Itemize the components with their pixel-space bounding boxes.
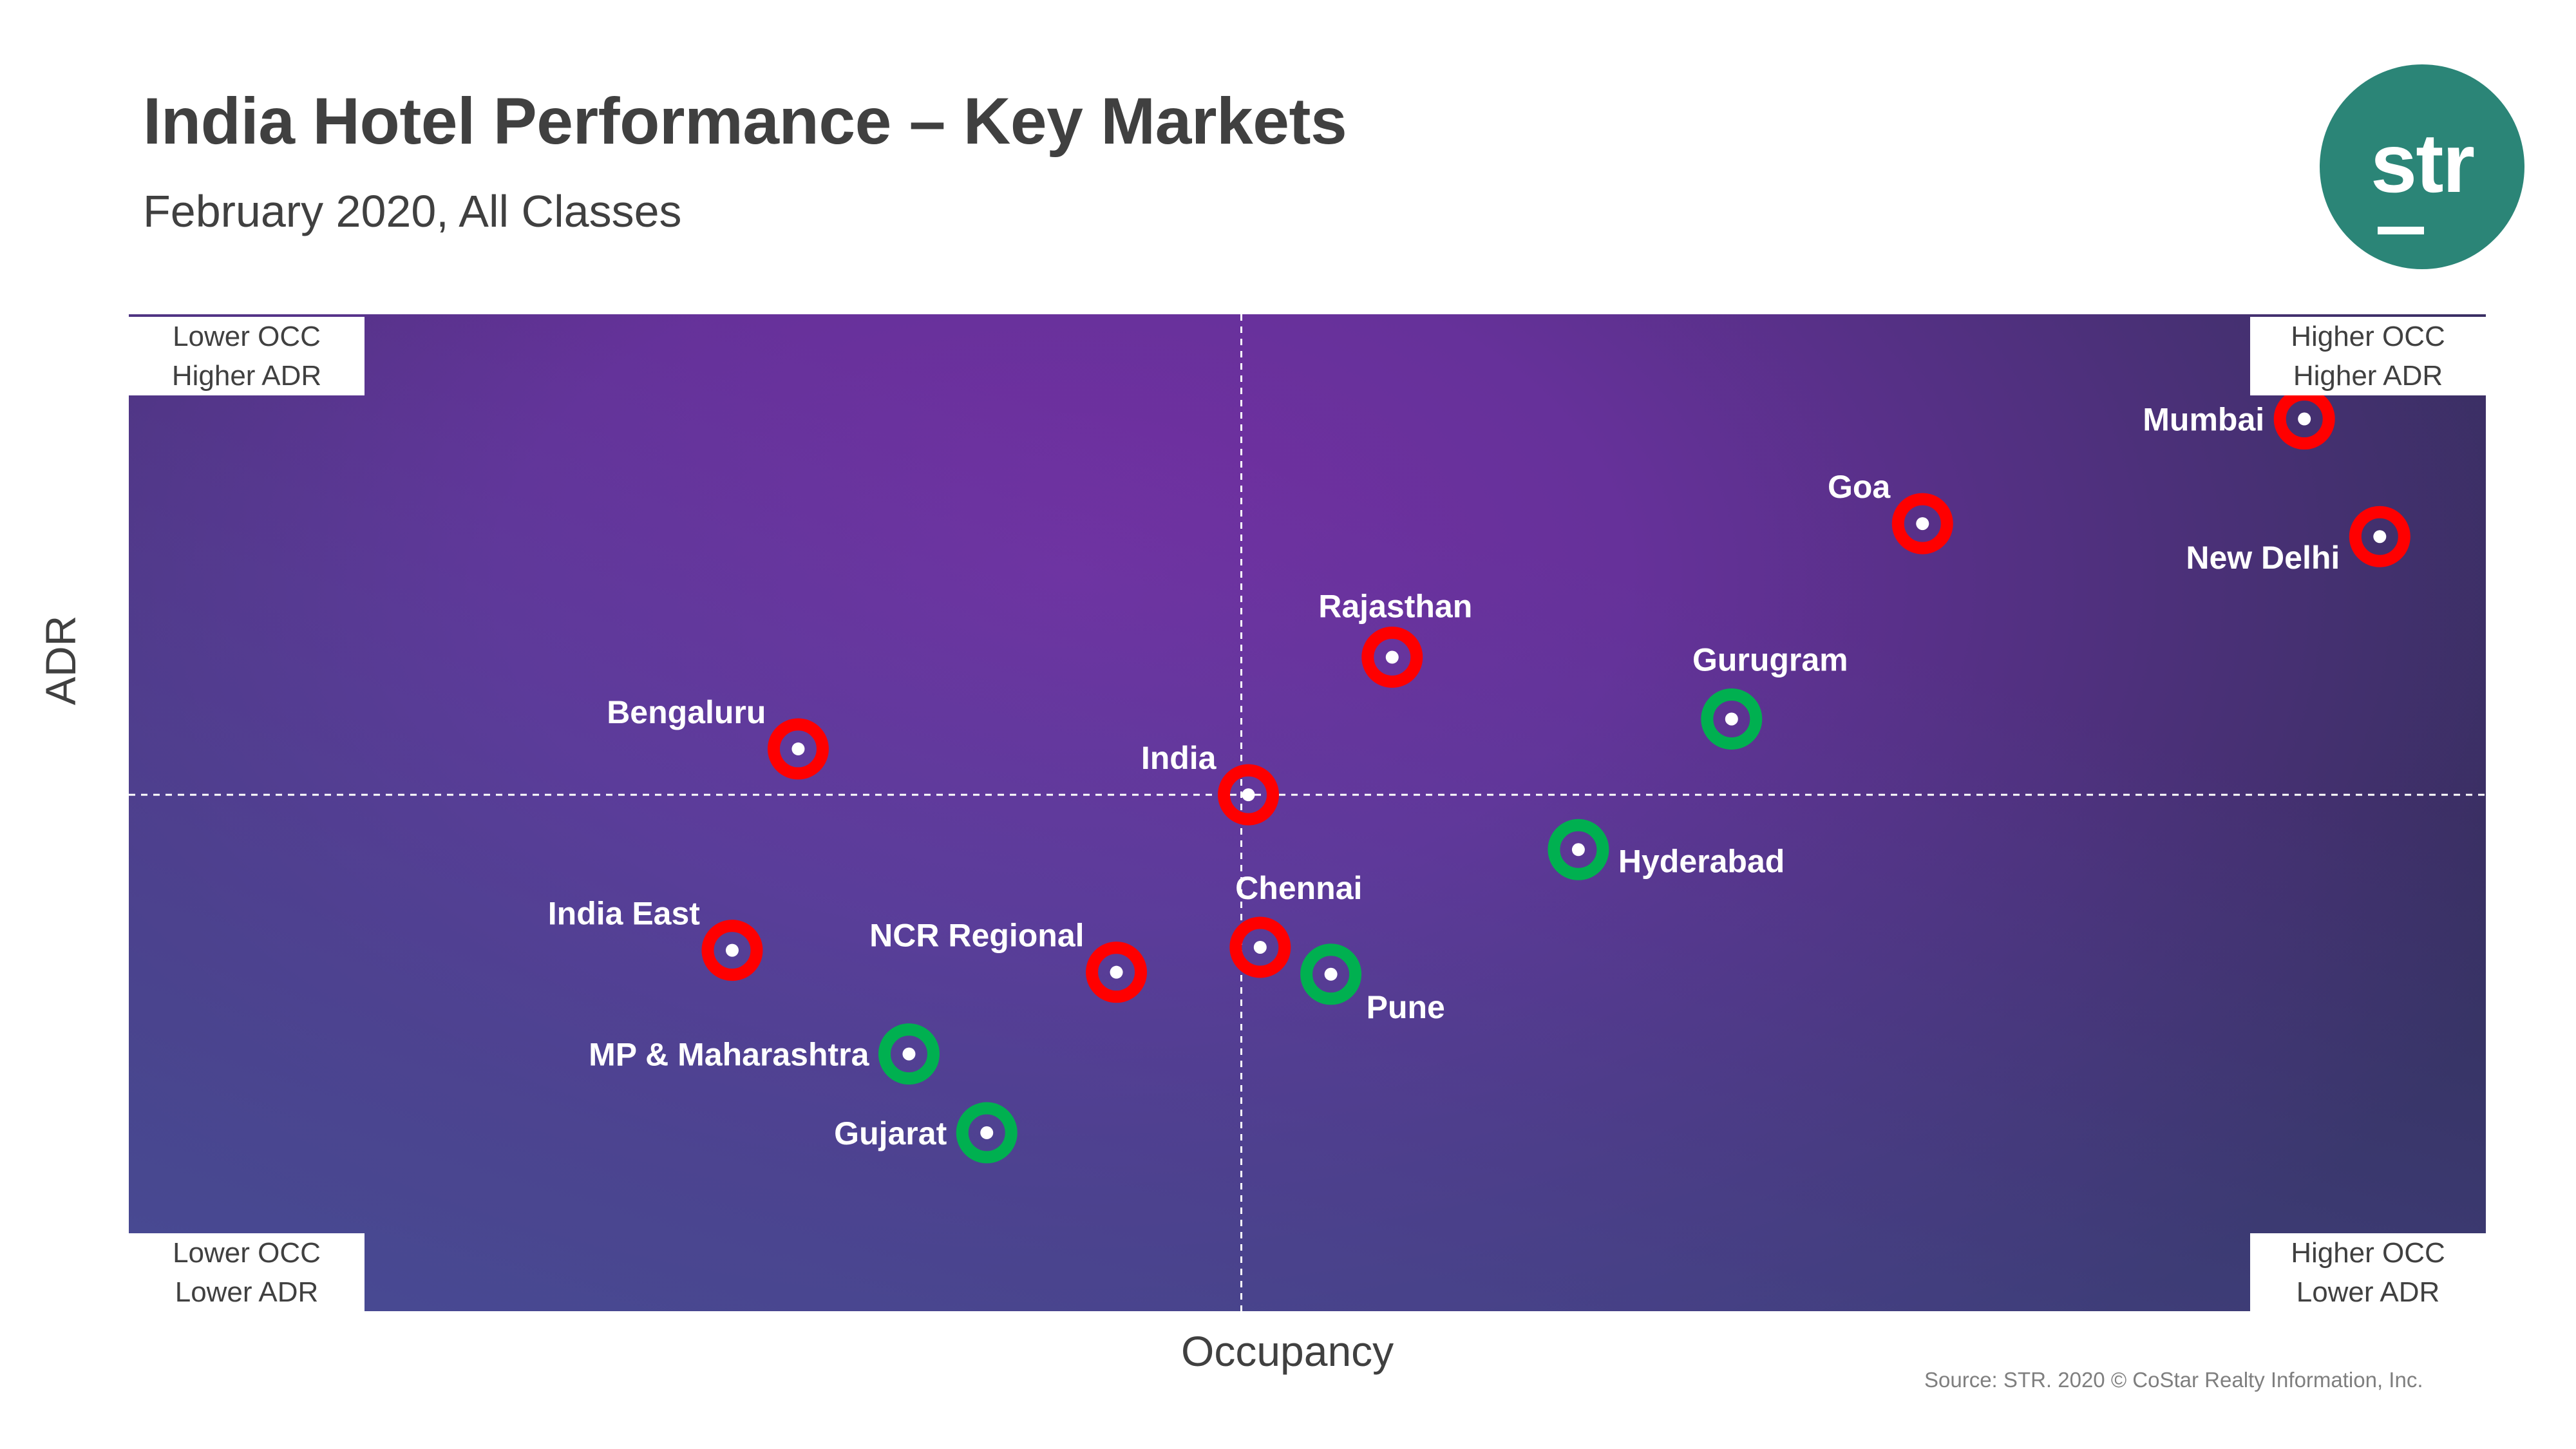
point-label: Gurugram xyxy=(1692,641,1848,677)
point-center-dot xyxy=(1324,967,1338,981)
plot-area xyxy=(129,314,2486,1311)
point-hyderabad: Hyderabad xyxy=(1548,819,1785,880)
str-logo: str xyxy=(2320,64,2524,269)
quadrant-label-top-right: Higher OCC Higher ADR xyxy=(2250,317,2486,395)
point-center-dot xyxy=(1571,843,1585,857)
quadrant-label-bottom-left: Lower OCC Lower ADR xyxy=(129,1233,365,1312)
point-center-dot xyxy=(1725,712,1738,726)
point-label: Pune xyxy=(1367,989,1445,1025)
quadrant-text: Higher OCC xyxy=(2291,321,2445,352)
point-marker xyxy=(1891,493,1953,554)
quadrant-text: Lower OCC xyxy=(173,1237,321,1269)
quadrant-label-bottom-right: Higher OCC Lower ADR xyxy=(2250,1233,2486,1312)
point-center-dot xyxy=(2298,412,2311,426)
point-label: New Delhi xyxy=(2186,540,2340,576)
point-gujarat: Gujarat xyxy=(834,1102,1018,1164)
point-center-dot xyxy=(1253,940,1267,954)
point-center-dot xyxy=(2373,530,2387,544)
point-marker xyxy=(1218,764,1279,826)
point-new-delhi: New Delhi xyxy=(2186,506,2410,576)
quadrant-text: Higher ADR xyxy=(171,360,322,392)
point-marker xyxy=(878,1023,940,1085)
point-goa: Goa xyxy=(1828,469,1953,554)
point-marker xyxy=(1300,943,1362,1005)
point-label: Goa xyxy=(1828,469,1891,505)
point-center-dot xyxy=(725,943,739,957)
point-marker xyxy=(1361,627,1423,688)
data-points: Mumbai New Delhi Goa Rajasthan Gurugram Benga… xyxy=(548,388,2410,1164)
point-center-dot xyxy=(1385,650,1399,664)
point-label: Gujarat xyxy=(834,1115,947,1151)
point-marker xyxy=(956,1102,1018,1164)
point-mumbai: Mumbai xyxy=(2143,388,2335,450)
point-center-dot xyxy=(1242,788,1255,802)
point-marker xyxy=(1548,819,1609,880)
point-chennai: Chennai xyxy=(1229,870,1362,978)
point-label: India East xyxy=(548,896,701,932)
quadrant-text: Higher OCC xyxy=(2291,1237,2445,1269)
y-axis-title: ADR xyxy=(37,615,84,705)
point-label: Rajasthan xyxy=(1318,589,1472,625)
point-pune: Pune xyxy=(1300,943,1445,1025)
point-label: India xyxy=(1141,740,1217,776)
plot-background-tint xyxy=(129,314,2486,1311)
point-label: Hyderabad xyxy=(1618,843,1785,879)
x-axis-title: Occupancy xyxy=(1181,1327,1394,1375)
quadrant-text: Lower OCC xyxy=(173,321,321,352)
chart-title: India Hotel Performance – Key Markets xyxy=(143,84,1347,158)
point-label: NCR Regional xyxy=(869,918,1084,954)
point-marker xyxy=(1086,942,1148,1003)
point-mp-maharashtra: MP & Maharashtra xyxy=(589,1023,940,1085)
quadrant-text: Lower ADR xyxy=(175,1276,319,1308)
point-india-east: India East xyxy=(548,896,763,981)
quadrant-label-top-left: Lower OCC Higher ADR xyxy=(129,317,365,395)
point-label: MP & Maharashtra xyxy=(589,1037,870,1073)
logo-text: str xyxy=(2370,116,2475,210)
point-rajasthan: Rajasthan xyxy=(1318,589,1472,688)
chart-subtitle: February 2020, All Classes xyxy=(143,186,682,236)
point-center-dot xyxy=(980,1126,994,1139)
point-marker xyxy=(1701,688,1763,750)
point-center-dot xyxy=(1916,517,1929,531)
point-india: India xyxy=(1141,740,1279,826)
point-label: Chennai xyxy=(1235,870,1362,906)
point-marker xyxy=(767,718,829,780)
quadrant-text: Higher ADR xyxy=(2293,360,2443,392)
point-center-dot xyxy=(902,1047,916,1061)
point-bengaluru: Bengaluru xyxy=(607,694,829,780)
point-center-dot xyxy=(1110,965,1123,979)
point-gurugram: Gurugram xyxy=(1692,641,1848,750)
point-marker xyxy=(2349,506,2410,567)
point-label: Bengaluru xyxy=(607,694,766,730)
point-marker xyxy=(701,920,763,981)
point-label: Mumbai xyxy=(2143,402,2264,438)
point-center-dot xyxy=(791,742,805,755)
logo-underline xyxy=(2378,227,2424,234)
quadrant-text: Lower ADR xyxy=(2296,1276,2440,1308)
point-marker xyxy=(1229,916,1291,978)
reference-lines xyxy=(129,314,2486,1311)
source-note: Source: STR. 2020 © CoStar Realty Inform… xyxy=(1924,1368,2423,1392)
point-ncr-regional: NCR Regional xyxy=(869,918,1148,1003)
